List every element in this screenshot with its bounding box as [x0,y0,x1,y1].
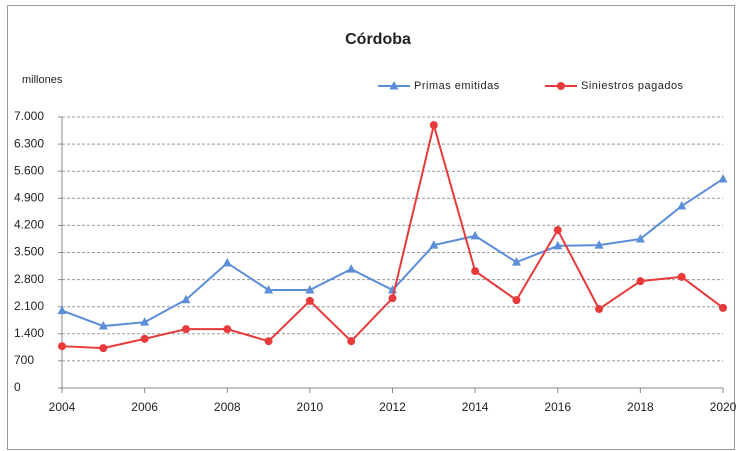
y-tick-label: 0 [14,380,21,394]
point-marker [718,173,728,183]
y-tick-label: 3.500 [14,245,44,259]
x-tick-label: 2014 [462,400,489,414]
point-marker [388,294,397,303]
chart-frame [7,5,735,450]
point-marker [181,294,191,304]
y-tick-label: 4.900 [14,190,44,204]
point-marker [222,257,232,267]
point-marker [719,303,727,312]
point-marker [429,240,439,249]
point-marker [305,285,315,294]
point-marker [264,337,273,346]
point-marker [512,296,521,305]
point-marker [636,277,645,286]
y-tick-label: 5.600 [14,163,44,177]
point-marker [140,334,149,343]
point-marker [553,240,563,250]
x-tick-label: 2004 [49,400,76,414]
point-marker [98,321,108,330]
point-marker [677,272,686,281]
point-marker [223,325,232,334]
point-marker [553,226,562,235]
point-marker [595,305,604,314]
legend-label: Siniestros pagados [581,80,684,92]
x-tick-label: 2010 [297,400,324,414]
x-tick-label: 2012 [379,400,406,414]
point-marker [635,233,645,243]
point-marker [346,264,356,273]
y-tick-label: 4.200 [14,218,44,232]
point-marker [511,257,521,266]
x-tick-label: 2018 [627,400,654,414]
point-marker [347,337,356,346]
y-tick-label: 7.000 [14,109,44,123]
y-axis-label: millones [22,74,63,86]
y-tick-label: 2.800 [14,272,44,286]
x-tick-label: 2020 [710,400,737,414]
series-line [61,121,724,350]
y-tick-label: 6.300 [14,136,44,150]
point-marker [389,81,399,90]
point-marker [181,325,190,334]
x-tick-label: 2008 [214,400,241,414]
point-marker [305,296,314,305]
point-marker [471,267,480,276]
point-marker [557,82,565,90]
point-marker [594,240,604,249]
point-marker [429,121,438,130]
chart-title: Córdoba [345,31,411,48]
y-tick-label: 700 [14,353,34,367]
point-marker [264,285,274,294]
y-tick-label: 1.400 [14,326,44,340]
x-tick-label: 2006 [131,400,158,414]
point-marker [470,230,480,240]
point-marker [57,305,67,315]
y-tick-label: 2.100 [14,299,44,313]
legend-label: Primas emitidas [414,80,500,92]
point-marker [677,201,687,210]
point-marker [99,344,108,353]
point-marker [140,317,150,326]
x-tick-label: 2016 [544,400,571,414]
point-marker [58,342,66,351]
